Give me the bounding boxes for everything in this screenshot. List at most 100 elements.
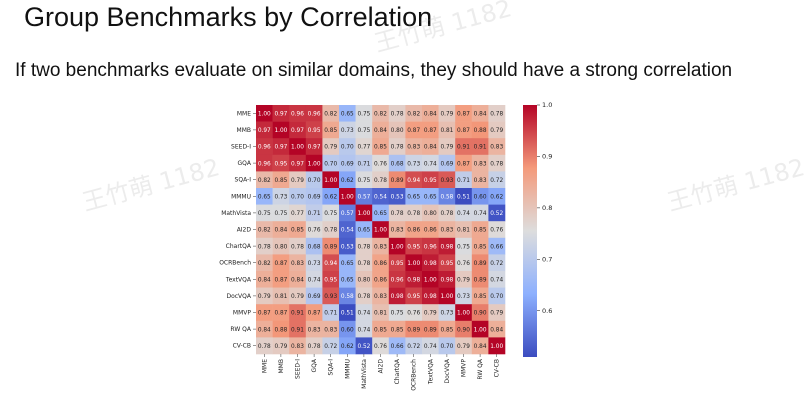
cell-value: 0.73 bbox=[457, 294, 470, 300]
cell-value: 0.70 bbox=[324, 161, 337, 167]
cell-value: 0.65 bbox=[341, 278, 354, 284]
cell-value: 0.89 bbox=[424, 327, 437, 333]
cell-value: 0.84 bbox=[424, 112, 437, 118]
heatmap-cell bbox=[405, 188, 423, 205]
cell-value: 0.87 bbox=[274, 261, 287, 267]
heatmap-cell bbox=[438, 171, 456, 189]
cell-value: 0.66 bbox=[490, 244, 503, 250]
heatmap-cell bbox=[272, 138, 290, 156]
heatmap-cell bbox=[272, 204, 290, 222]
cell-value: 0.97 bbox=[308, 145, 321, 151]
cell-value: 0.74 bbox=[357, 311, 370, 317]
slide-subtitle: If two benchmarks evaluate on similar do… bbox=[15, 60, 733, 81]
heatmap-cell bbox=[405, 204, 423, 222]
heatmap-cell bbox=[405, 221, 423, 239]
cell-value: 0.93 bbox=[324, 294, 337, 300]
cell-value: 0.73 bbox=[341, 128, 354, 134]
heatmap-cell bbox=[372, 171, 390, 189]
cell-value: 0.84 bbox=[258, 278, 271, 284]
cell-value: 0.89 bbox=[324, 244, 337, 250]
cell-value: 0.71 bbox=[324, 311, 337, 317]
cell-value: 0.68 bbox=[391, 161, 404, 167]
heatmap-cell bbox=[305, 105, 323, 122]
cell-value: 0.54 bbox=[341, 228, 354, 234]
heatmap-cell bbox=[372, 287, 390, 305]
heatmap-cell bbox=[388, 237, 406, 255]
cell-value: 1.00 bbox=[357, 211, 370, 217]
heatmap-cell bbox=[422, 171, 439, 189]
cell-value: 0.75 bbox=[357, 178, 370, 184]
cell-value: 0.52 bbox=[490, 211, 503, 217]
cell-value: 0.91 bbox=[474, 145, 487, 151]
heatmap-cell bbox=[256, 304, 273, 322]
cell-value: 0.87 bbox=[457, 112, 470, 118]
heatmap-cell bbox=[422, 287, 439, 305]
cell-value: 0.70 bbox=[341, 145, 354, 151]
heatmap-cell bbox=[289, 320, 307, 338]
cell-value: 0.69 bbox=[341, 161, 354, 167]
cell-value: 0.71 bbox=[308, 211, 321, 217]
heatmap-cell bbox=[339, 320, 356, 338]
cell-value: 0.97 bbox=[291, 161, 304, 167]
cell-value: 0.79 bbox=[490, 128, 503, 134]
heatmap-cell bbox=[438, 121, 456, 139]
cell-value: 0.65 bbox=[258, 195, 271, 201]
heatmap-cell bbox=[422, 237, 439, 255]
colorbar-tick-label: 0.9 bbox=[542, 153, 552, 161]
cell-value: 0.79 bbox=[457, 344, 470, 350]
heatmap-cell bbox=[455, 337, 473, 355]
heatmap-cell bbox=[488, 237, 506, 255]
y-tick-label: ChartQA bbox=[226, 243, 252, 250]
cell-value: 0.79 bbox=[291, 178, 304, 184]
cell-value: 0.78 bbox=[490, 112, 503, 118]
cell-value: 0.75 bbox=[457, 244, 470, 250]
cell-value: 0.82 bbox=[374, 112, 387, 118]
heatmap-cell bbox=[322, 271, 340, 288]
cell-value: 1.00 bbox=[308, 161, 321, 167]
cell-value: 0.74 bbox=[457, 211, 470, 217]
heatmap-cell bbox=[322, 337, 340, 355]
cell-value: 0.74 bbox=[357, 327, 370, 333]
heatmap-cell bbox=[355, 204, 373, 222]
heatmap-cell bbox=[471, 171, 489, 189]
colorbar-tick-label: 0.8 bbox=[542, 204, 552, 212]
heatmap-cell bbox=[339, 287, 356, 305]
heatmap-cell bbox=[272, 337, 290, 355]
heatmap-cell bbox=[322, 188, 340, 205]
y-tick-label: RW QA bbox=[230, 326, 251, 333]
cell-value: 0.70 bbox=[440, 344, 453, 350]
y-tick-label: MMVP bbox=[233, 310, 251, 317]
heatmap-cell bbox=[438, 304, 456, 322]
heatmap-cell bbox=[455, 154, 473, 172]
heatmap-cell bbox=[305, 204, 323, 222]
heatmap-cell bbox=[272, 304, 290, 322]
cell-value: 0.98 bbox=[424, 294, 437, 300]
cell-value: 0.75 bbox=[258, 211, 271, 217]
heatmap-cell bbox=[405, 138, 423, 156]
cell-value: 0.83 bbox=[291, 261, 304, 267]
x-tick-label: MathVista bbox=[361, 359, 368, 389]
heatmap-cell bbox=[372, 271, 390, 288]
heatmap-cell bbox=[322, 154, 340, 172]
heatmap-cell bbox=[471, 271, 489, 288]
x-tick-label: DocVQA bbox=[444, 358, 451, 383]
cell-value: 0.84 bbox=[490, 327, 503, 333]
cell-value: 0.78 bbox=[357, 244, 370, 250]
heatmap-cell bbox=[422, 254, 439, 272]
x-tick-label: CV-CB bbox=[494, 359, 501, 377]
heatmap-cell bbox=[322, 105, 340, 122]
cell-value: 0.97 bbox=[274, 145, 287, 151]
heatmap-cell bbox=[405, 105, 423, 122]
heatmap-cell bbox=[488, 221, 506, 239]
heatmap-cell bbox=[422, 221, 439, 239]
heatmap-cell bbox=[471, 138, 489, 156]
cell-value: 0.78 bbox=[440, 211, 453, 217]
cell-value: 0.83 bbox=[308, 327, 321, 333]
heatmap-cell bbox=[322, 237, 340, 255]
y-tick-label: CV-CB bbox=[233, 343, 251, 350]
heatmap-cell bbox=[322, 204, 340, 222]
cell-value: 0.75 bbox=[391, 311, 404, 317]
heatmap-cell bbox=[289, 221, 307, 239]
cell-value: 0.85 bbox=[440, 327, 453, 333]
cell-value: 0.85 bbox=[474, 244, 487, 250]
